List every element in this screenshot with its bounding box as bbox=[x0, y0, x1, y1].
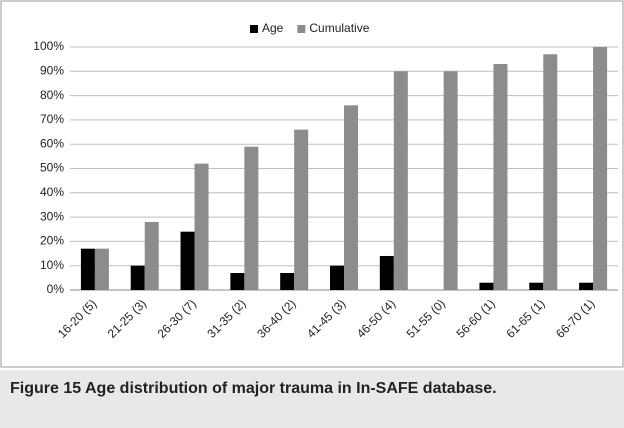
bar bbox=[230, 272, 245, 290]
y-tick-label: 20% bbox=[40, 234, 64, 248]
bar bbox=[393, 71, 408, 290]
bar bbox=[244, 146, 259, 290]
bar bbox=[479, 282, 494, 290]
legend-swatch bbox=[297, 25, 306, 33]
y-tick-label: 40% bbox=[40, 185, 64, 199]
chart-border bbox=[0, 0, 624, 368]
bar bbox=[379, 255, 394, 290]
bar bbox=[579, 282, 594, 290]
y-tick-label: 0% bbox=[47, 282, 65, 296]
bar bbox=[593, 47, 608, 290]
caption-text: Age distribution of major trauma in In-S… bbox=[85, 380, 497, 397]
y-tick-label: 70% bbox=[40, 112, 64, 126]
y-tick-label: 50% bbox=[40, 161, 64, 175]
figure-caption: Figure 15 Age distribution of major trau… bbox=[0, 370, 624, 428]
bar bbox=[493, 64, 508, 290]
bar bbox=[280, 272, 295, 290]
bar bbox=[529, 282, 544, 290]
bar bbox=[144, 221, 159, 290]
legend-label: Age bbox=[262, 21, 284, 35]
bar bbox=[180, 231, 195, 290]
bar bbox=[294, 129, 309, 290]
bar bbox=[330, 265, 344, 290]
bar bbox=[344, 105, 358, 290]
y-tick-label: 30% bbox=[40, 209, 64, 223]
legend-swatch bbox=[250, 25, 258, 33]
bar bbox=[443, 71, 458, 290]
bar bbox=[94, 248, 109, 290]
chart: 0%10%20%30%40%50%60%70%80%90%100%16-20 (… bbox=[0, 0, 624, 368]
y-tick-label: 60% bbox=[40, 136, 64, 150]
bar bbox=[80, 248, 95, 290]
y-tick-label: 10% bbox=[40, 258, 64, 272]
bar bbox=[194, 163, 209, 290]
bar bbox=[543, 54, 558, 290]
legend-label: Cumulative bbox=[309, 21, 369, 35]
bar bbox=[130, 265, 145, 290]
caption-label: Figure 15 bbox=[10, 380, 82, 397]
y-tick-label: 80% bbox=[40, 88, 64, 102]
y-tick-label: 90% bbox=[40, 63, 64, 77]
y-tick-label: 100% bbox=[33, 39, 64, 53]
